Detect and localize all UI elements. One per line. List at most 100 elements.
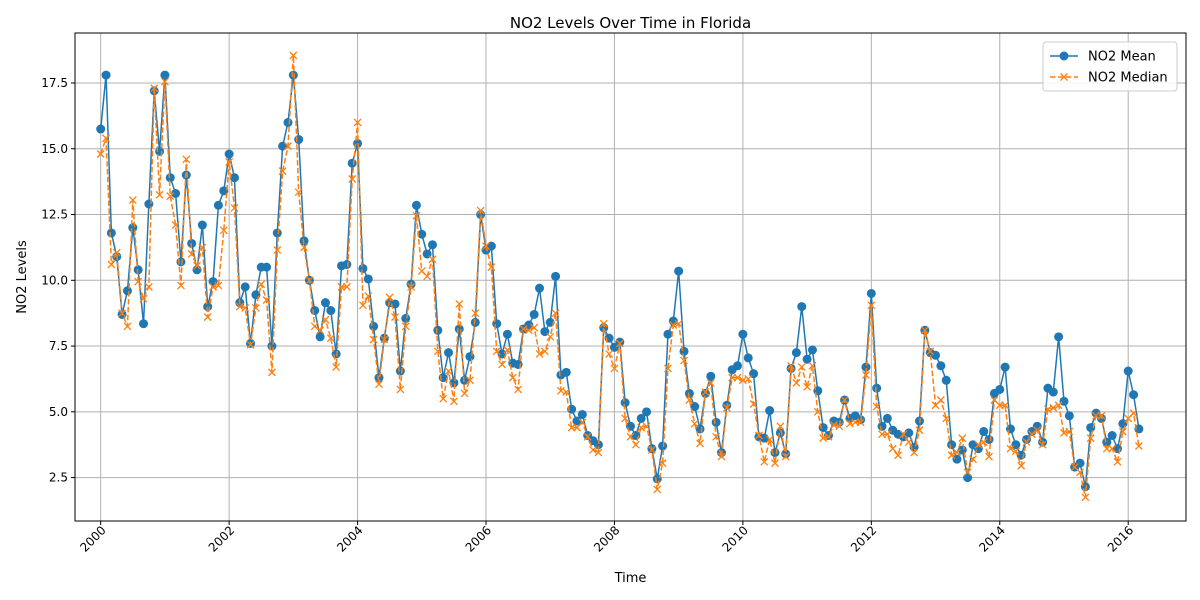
mean-point <box>963 473 973 483</box>
median-point <box>444 367 453 376</box>
mean-point <box>706 371 716 381</box>
median-point <box>1049 403 1058 412</box>
mean-point <box>882 413 892 423</box>
mean-point <box>679 346 689 356</box>
median-point <box>487 263 496 272</box>
mean-point <box>663 329 673 339</box>
median-point <box>257 280 266 289</box>
median-point <box>380 335 389 344</box>
mean-point <box>711 417 721 427</box>
median-point <box>867 301 876 310</box>
median-point <box>284 142 292 151</box>
median-point <box>160 77 169 86</box>
median-point <box>391 313 399 322</box>
median-point <box>583 432 592 441</box>
median-point <box>1076 468 1084 477</box>
median-point <box>1118 427 1127 436</box>
median-point <box>433 347 442 356</box>
mean-point <box>433 325 443 335</box>
mean-point <box>278 141 288 151</box>
median-point <box>797 363 806 372</box>
mean-point <box>567 404 577 414</box>
mean-point <box>133 265 143 275</box>
mean-point <box>936 361 946 371</box>
median-point <box>1027 430 1036 439</box>
mean-point <box>700 388 710 398</box>
median-point <box>551 309 560 318</box>
median-point <box>947 451 956 460</box>
median-point <box>471 309 480 318</box>
median-point <box>155 190 164 199</box>
median-point <box>182 155 191 164</box>
median-point <box>787 361 796 370</box>
median-point <box>856 418 865 427</box>
y-tick-label: 12.5 <box>41 208 68 222</box>
median-point <box>476 206 485 215</box>
median-point <box>862 371 870 379</box>
legend-median-marker <box>1060 73 1068 81</box>
median-point <box>214 281 223 290</box>
median-point <box>449 397 458 406</box>
median-point <box>385 293 394 302</box>
median-point <box>888 444 897 453</box>
median-point <box>332 363 341 372</box>
median-point <box>460 389 469 398</box>
mean-point <box>738 329 748 339</box>
mean-point <box>374 373 384 383</box>
median-point <box>824 432 833 441</box>
median-point <box>177 281 185 290</box>
median-point <box>482 242 490 251</box>
median-point <box>193 261 201 270</box>
median-point <box>1011 447 1020 456</box>
mean-point <box>797 302 807 312</box>
legend-box <box>1042 41 1178 92</box>
mean-point <box>1059 396 1069 406</box>
mean-point <box>941 375 951 385</box>
median-point <box>696 439 705 448</box>
median-point <box>300 243 309 252</box>
median-point <box>150 84 159 93</box>
median-point <box>835 422 844 431</box>
median-point <box>1065 427 1074 436</box>
x-axis-label: Time <box>614 571 647 586</box>
mean-point <box>160 70 170 80</box>
y-tick-label: 10.0 <box>41 273 68 287</box>
median-point <box>219 226 228 235</box>
mean-point <box>807 345 817 355</box>
median-point <box>439 394 448 403</box>
median-point <box>658 459 667 468</box>
mean-point <box>427 240 437 250</box>
mean-point <box>294 135 304 145</box>
mean-point <box>1011 440 1021 450</box>
median-point <box>187 250 196 258</box>
median-point <box>1006 444 1015 453</box>
mean-point <box>203 302 213 312</box>
median-point <box>412 211 421 220</box>
median-point <box>107 260 116 269</box>
mean-point <box>620 398 630 408</box>
median-point <box>647 446 656 454</box>
mean-point <box>96 124 106 134</box>
median-point <box>717 452 726 461</box>
median-point <box>246 340 255 349</box>
legend: NO2 Mean NO2 Median <box>1042 41 1178 92</box>
mean-point <box>155 146 165 156</box>
median-point <box>96 150 105 158</box>
median-point <box>492 347 501 356</box>
median-point <box>118 309 127 318</box>
mean-point <box>995 384 1005 394</box>
median-point <box>610 364 619 373</box>
mean-point <box>947 440 957 450</box>
mean-point <box>417 229 427 239</box>
median-point <box>664 364 672 373</box>
median-point <box>915 426 924 435</box>
median-point <box>1033 426 1042 435</box>
median-point <box>642 422 651 431</box>
y-tick-label: 15.0 <box>41 142 68 156</box>
mean-point <box>1134 424 1144 434</box>
median-point <box>428 255 437 264</box>
median-point <box>1054 401 1063 410</box>
mean-point <box>1000 362 1010 372</box>
